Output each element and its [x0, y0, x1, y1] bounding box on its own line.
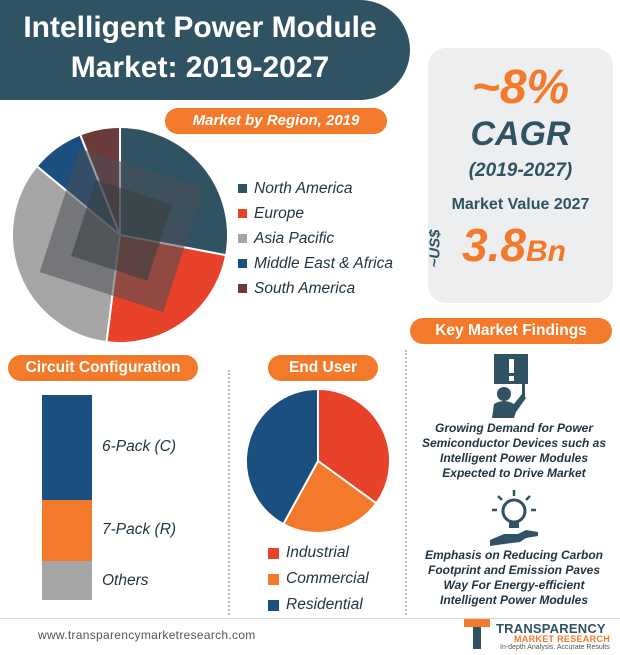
region-legend-label: Middle East & Africa: [254, 254, 393, 272]
region-legend-south-america: South America: [238, 276, 393, 301]
cagr-panel: [428, 48, 613, 303]
page-title: Intelligent Power Module Market: 2019-20…: [0, 8, 400, 88]
market-value-label: Market Value 2027: [451, 196, 590, 213]
region-legend-label: North America: [254, 179, 353, 197]
end-user-legend: Industrial Commercial Residential: [268, 540, 369, 618]
region-legend-label: Europe: [254, 204, 304, 222]
title-line-2: Market: 2019-2027: [70, 51, 330, 84]
end-user-legend-swatch: [268, 599, 279, 611]
footer-divider: [0, 618, 620, 619]
end-user-legend-industrial: Industrial: [268, 540, 369, 566]
region-legend-swatch: [238, 284, 247, 293]
market-value-unit: Bn: [525, 235, 566, 268]
power-module-core: [71, 179, 172, 281]
circuit-bar-others: [42, 561, 92, 600]
end-user-legend-commercial: Commercial: [268, 566, 369, 592]
region-legend-swatch: [238, 209, 247, 218]
end-user-pie-chart: [245, 387, 391, 534]
region-pie-chart: [11, 125, 229, 344]
lightbulb-hand-icon: [490, 490, 538, 546]
brand-name: TRANSPARENCY: [496, 621, 606, 636]
brand-tagline: In-depth Analysis. Accurate Results: [500, 644, 610, 651]
end-user-legend-residential: Residential: [268, 592, 369, 618]
region-legend-swatch: [238, 234, 247, 243]
end-user-legend-swatch: [268, 547, 279, 559]
region-legend-middle-east-and-africa: Middle East & Africa: [238, 251, 393, 276]
brand-subtitle: MARKET RESEARCH: [514, 634, 611, 644]
circuit-label-6-pack-c: 6-Pack (C): [102, 438, 177, 456]
alert-sign-person-icon: [492, 354, 528, 418]
end-user-legend-label: Residential: [286, 596, 363, 613]
region-legend-label: Asia Pacific: [254, 229, 335, 247]
region-legend-europe: Europe: [238, 201, 393, 226]
divider-left: [228, 370, 230, 615]
market-value-currency: ~US$: [426, 229, 444, 268]
cagr-value: ~8%: [471, 61, 570, 114]
end-user-title: End User: [268, 355, 378, 381]
footer-url: www.transparencymarketresearch.com: [38, 628, 256, 642]
end-user-legend-label: Industrial: [286, 544, 349, 561]
circuit-bar-6-pack-c: [42, 395, 92, 500]
tmr-logo-icon: [464, 619, 490, 649]
finding-2-text: Emphasis on Reducing Carbon Footprint an…: [424, 548, 604, 607]
market-value-amount: 3.8: [462, 219, 526, 271]
end-user-slice-commercial: [281, 459, 378, 534]
circuit-configuration-title: Circuit Configuration: [8, 355, 198, 381]
key-findings-title: Key Market Findings: [410, 318, 612, 344]
region-legend-north-america: North America: [238, 176, 393, 201]
region-chart-title: Market by Region, 2019: [165, 108, 387, 134]
region-legend-label: South America: [254, 279, 356, 297]
title-band: [0, 0, 410, 100]
cagr-label: CAGR: [470, 115, 571, 153]
end-user-legend-swatch: [268, 573, 279, 585]
end-user-slice-industrial: [317, 387, 391, 505]
title-line-1: Intelligent Power Module: [23, 11, 377, 44]
finding-1-text: Growing Demand for Power Semiconductor D…: [421, 421, 607, 480]
circuit-label-others: Others: [102, 571, 149, 589]
cagr-period: (2019-2027): [468, 160, 573, 181]
market-value: 3.8Bn: [462, 218, 566, 272]
region-legend-asia-pacific: Asia Pacific: [238, 226, 393, 251]
region-legend: North America Europe Asia Pacific Middle Ea…: [238, 176, 393, 301]
region-legend-swatch: [238, 259, 247, 268]
end-user-slice-residential: [245, 387, 319, 526]
circuit-label-7-pack-r: 7-Pack (R): [102, 521, 177, 539]
end-user-legend-label: Commercial: [286, 570, 369, 587]
circuit-bar-7-pack-r: [42, 499, 92, 562]
region-legend-swatch: [238, 184, 247, 193]
divider-right: [405, 350, 407, 615]
